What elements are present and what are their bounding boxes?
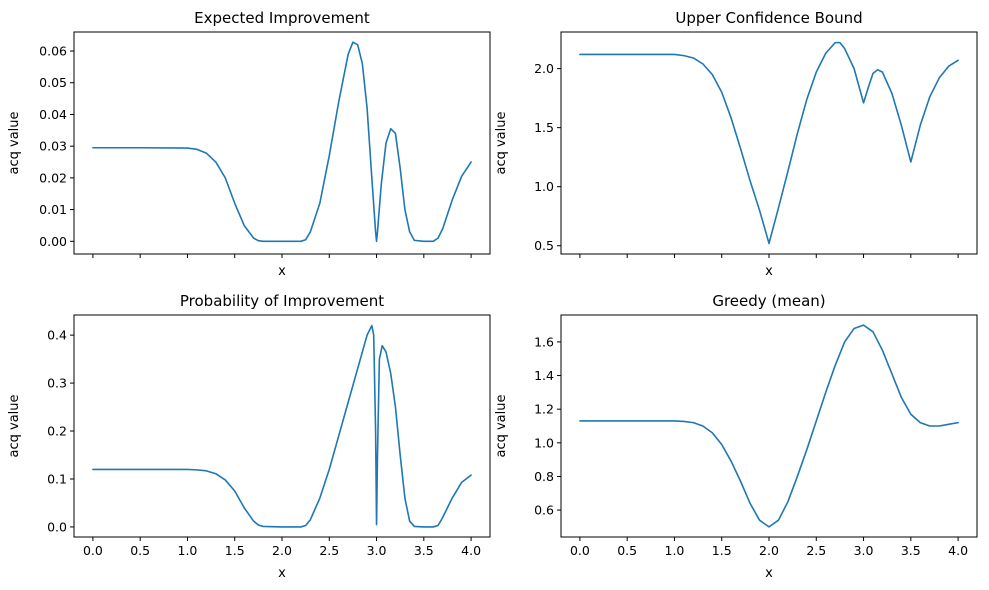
subplot-4: 0.0 0.5 1.0 1.5 2.0 2.5 3.0 3.5 4.0 0.6 0.8 1.0 1.2 1… (494, 292, 978, 581)
x-tick-label: 1.5 (225, 543, 245, 558)
chart-title: Probability of Improvement (180, 292, 384, 310)
y-tick-label: 0.1 (47, 471, 67, 486)
y-tick-label: 0.2 (47, 424, 67, 439)
x-tick-label: 1.0 (178, 543, 198, 558)
series-line (579, 41, 959, 245)
y-tick-label: 0.3 (47, 376, 67, 391)
y-tick-label: 0.6 (534, 503, 554, 518)
x-axis-label: x (765, 264, 773, 279)
y-axis-label: acq value (494, 394, 509, 457)
y-tick-label: 0.06 (39, 44, 67, 59)
y-tick-label: 0.05 (39, 75, 67, 90)
axes-frame (73, 31, 491, 255)
y-tick-label: 1.0 (534, 179, 554, 194)
subplot-2: 0.5 1.0 1.5 2.0 Upper Confidence Bound x acq v… (494, 9, 978, 279)
x-tick-label: 3.0 (854, 543, 874, 558)
x-tick-label: 3.5 (414, 543, 434, 558)
axes-frame (560, 31, 978, 255)
x-tick-label: 0.0 (570, 543, 590, 558)
x-tick-label: 2.5 (806, 543, 826, 558)
subplot-3: 0.0 0.5 1.0 1.5 2.0 2.5 3.0 3.5 4.0 0.0 0.1 0.2 0.3 0… (7, 292, 491, 581)
y-tick-label: 1.6 (534, 334, 554, 349)
y-tick-label: 0.01 (39, 202, 67, 217)
y-tick-label: 2.0 (534, 61, 554, 76)
x-tick-label: 4.0 (461, 543, 481, 558)
y-axis-label: acq value (494, 111, 509, 174)
x-tick-label: 4.0 (948, 543, 968, 558)
axes-frame (73, 314, 491, 538)
y-tick-label: 0.03 (39, 139, 67, 154)
y-axis-label: acq value (7, 111, 22, 174)
chart-title: Greedy (mean) (712, 292, 825, 310)
x-tick-label: 2.5 (319, 543, 339, 558)
chart-title: Expected Improvement (194, 9, 370, 27)
series-line (92, 41, 472, 243)
y-tick-label: 0.0 (47, 519, 67, 534)
chart-title: Upper Confidence Bound (675, 9, 862, 27)
x-tick-label: 1.5 (712, 543, 732, 558)
x-tick-label: 3.0 (367, 543, 387, 558)
axes-frame (560, 314, 978, 538)
x-tick-label: 2.0 (759, 543, 779, 558)
x-axis-label: x (278, 566, 286, 581)
x-tick-label: 2.0 (272, 543, 292, 558)
x-axis-label: x (278, 264, 286, 279)
series-line (579, 324, 959, 528)
y-tick-label: 1.2 (534, 402, 554, 417)
y-tick-label: 0.04 (39, 107, 67, 122)
y-tick-label: 0.4 (47, 328, 67, 343)
x-tick-label: 0.5 (130, 543, 150, 558)
subplot-1: 0.00 0.01 0.02 0.03 0.04 0.05 0.06 Expected Imp… (7, 9, 491, 279)
x-tick-label: 1.0 (665, 543, 685, 558)
x-tick-label: 3.5 (901, 543, 921, 558)
y-tick-label: 1.4 (534, 368, 554, 383)
y-tick-label: 1.0 (534, 435, 554, 450)
series-line (92, 324, 472, 528)
y-tick-label: 0.8 (534, 469, 554, 484)
y-tick-label: 0.02 (39, 170, 67, 185)
x-axis-label: x (765, 566, 773, 581)
y-tick-label: 1.5 (534, 120, 554, 135)
y-axis-label: acq value (7, 394, 22, 457)
x-tick-label: 0.0 (83, 543, 103, 558)
y-tick-label: 0.5 (534, 238, 554, 253)
y-tick-label: 0.00 (39, 234, 67, 249)
x-tick-label: 0.5 (617, 543, 637, 558)
